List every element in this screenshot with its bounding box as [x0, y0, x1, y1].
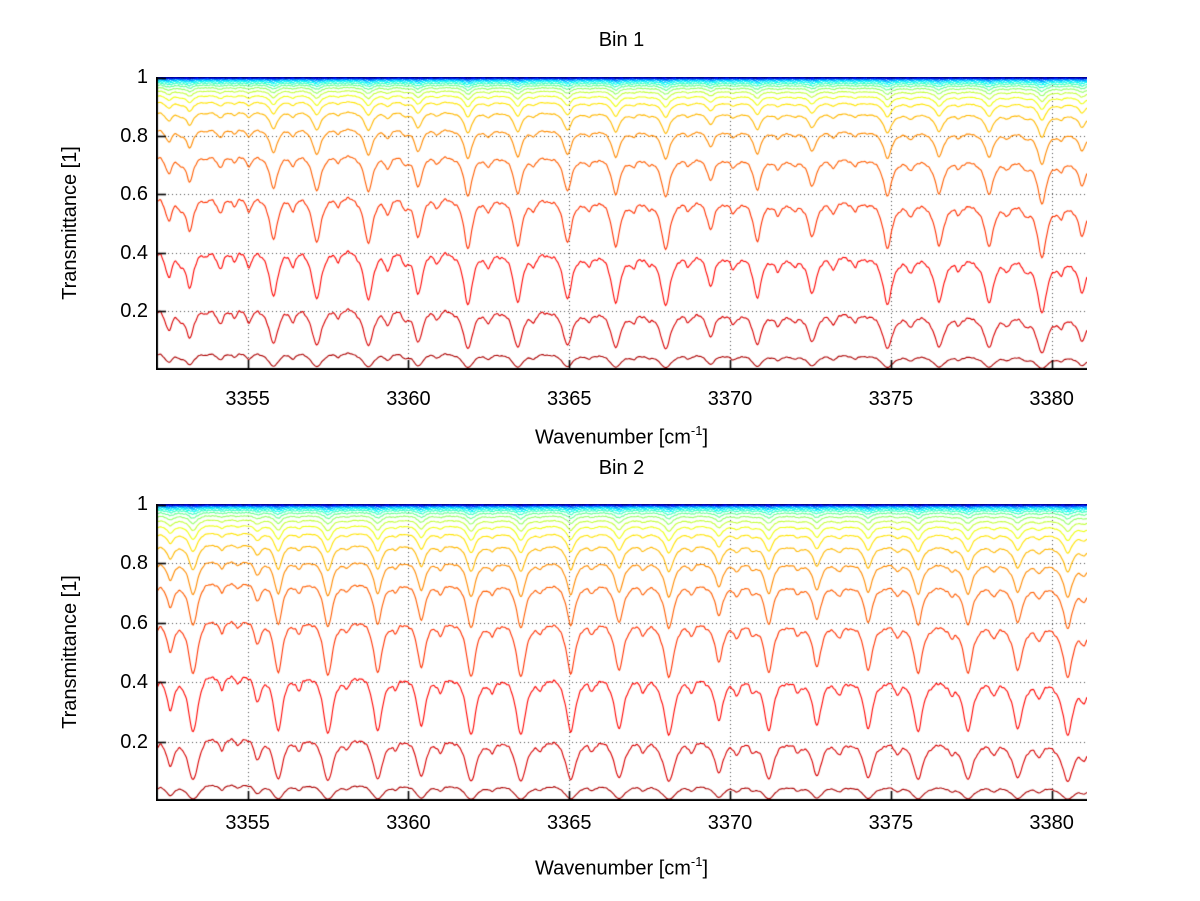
x-tick-label: 3380 — [1029, 812, 1074, 834]
x-tick-label: 3375 — [868, 812, 914, 834]
x-tick-label: 3355 — [225, 812, 270, 834]
y-axis-label-bin-1: Transmittance [1] — [59, 146, 81, 300]
y-axis-label-bin-2: Transmittance [1] — [59, 575, 81, 729]
x-axis-label-suffix: ] — [702, 857, 709, 880]
x-axis-label-text: Wavenumber [cm — [534, 857, 691, 880]
x-tick-label: 3365 — [546, 812, 592, 834]
y-tick-label: 0.4 — [120, 671, 148, 694]
y-tick-label: 0.2 — [120, 300, 148, 323]
y-tick-label: 0.6 — [120, 183, 148, 206]
x-axis-label-superscript: -1 — [690, 854, 703, 869]
y-tick-label: 0.8 — [120, 552, 148, 575]
plot-title-bin-1: Bin 1 — [598, 29, 645, 51]
bin-1-plot-canvas — [156, 77, 1087, 370]
x-axis-label-superscript: -1 — [690, 423, 703, 438]
x-tick-label: 3370 — [707, 812, 753, 834]
y-tick-label: 1 — [136, 493, 148, 515]
x-tick-label: 3375 — [868, 388, 914, 410]
y-tick-label: 0.8 — [120, 124, 148, 147]
x-axis-label-bin-1: Wavenumber [cm-1] — [156, 420, 1087, 450]
x-axis-label-suffix: ] — [702, 426, 709, 449]
x-axis-label-bin-2: Wavenumber [cm-1] — [156, 851, 1087, 881]
plot-title-bin-2: Bin 2 — [598, 457, 645, 479]
x-tick-label: 3380 — [1029, 388, 1074, 410]
x-tick-label: 3360 — [386, 388, 431, 410]
bin-2-plot-canvas — [156, 504, 1087, 801]
x-tick-label: 3355 — [225, 388, 270, 410]
x-axis-label-text: Wavenumber [cm — [534, 426, 691, 449]
x-tick-label: 3360 — [386, 812, 431, 834]
y-tick-label: 0.2 — [120, 730, 148, 753]
x-tick-label: 3365 — [546, 388, 592, 410]
y-tick-label: 0.4 — [120, 241, 148, 264]
x-tick-label: 3370 — [707, 388, 753, 410]
y-tick-label: 1 — [136, 66, 148, 88]
y-tick-label: 0.6 — [120, 611, 148, 634]
